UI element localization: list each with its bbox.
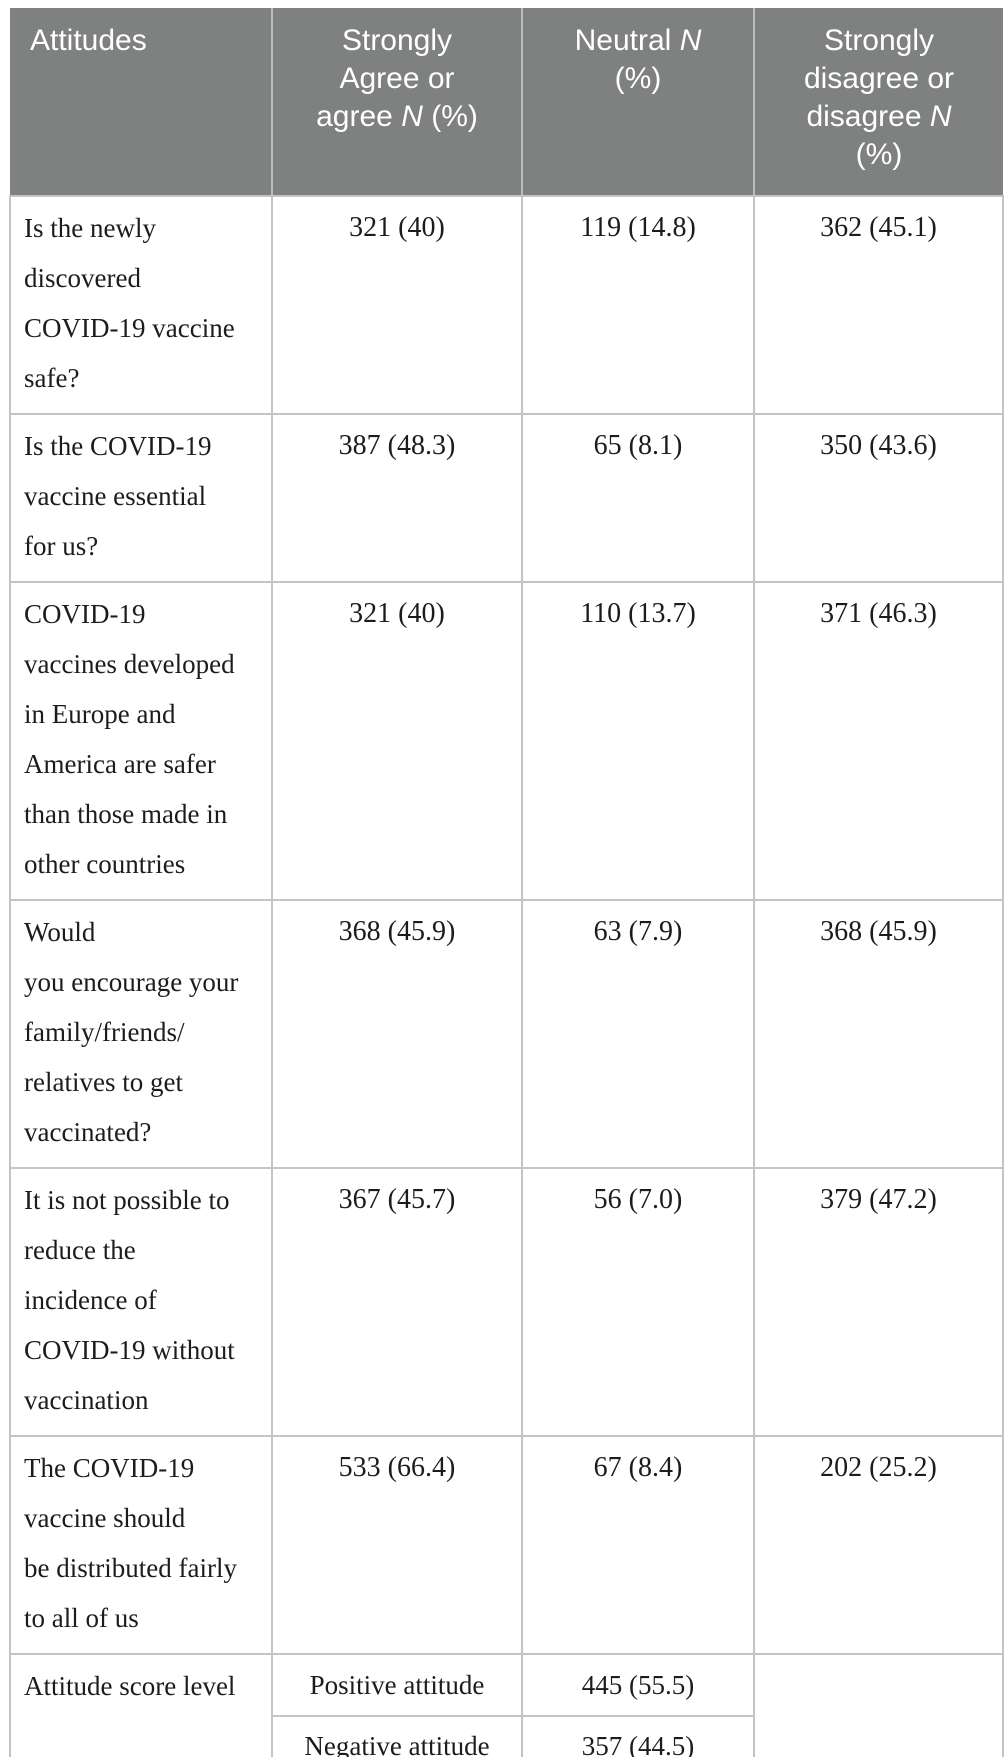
table-row: Is the newly discovered COVID-19 vaccine… xyxy=(9,195,1004,415)
neutral-cell: 67 (8.4) xyxy=(521,1435,755,1655)
question-cell: Would you encourage your family/friends/… xyxy=(9,899,273,1169)
table-row: The COVID-19 vaccine should be distribut… xyxy=(9,1435,1004,1655)
attitudes-table: Attitudes Strongly Agree or agree N (%) … xyxy=(9,8,1004,1757)
question-cell: Is the newly discovered COVID-19 vaccine… xyxy=(9,195,273,415)
score-level-label-cell: Attitude score level xyxy=(9,1653,273,1757)
header-row: Attitudes Strongly Agree or agree N (%) … xyxy=(10,8,1003,196)
disagree-cell: 371 (46.3) xyxy=(753,581,1004,901)
agree-cell: 367 (45.7) xyxy=(271,1167,523,1437)
italic-n: N xyxy=(929,100,952,133)
score-value-cell: 445 (55.5) xyxy=(521,1653,755,1717)
agree-cell: 321 (40) xyxy=(271,581,523,901)
agree-cell: 321 (40) xyxy=(271,195,523,415)
question-cell: Is the COVID-19 vaccine essential for us… xyxy=(9,413,273,583)
table-row: It is not possible to reduce the inciden… xyxy=(9,1167,1004,1437)
header-attitudes: Attitudes xyxy=(10,8,272,196)
disagree-cell: 379 (47.2) xyxy=(753,1167,1004,1437)
italic-n: N xyxy=(401,100,423,133)
question-cell: The COVID-19 vaccine should be distribut… xyxy=(9,1435,273,1655)
agree-cell: 368 (45.9) xyxy=(271,899,523,1169)
score-value-cell: 357 (44.5) xyxy=(521,1715,755,1757)
neutral-cell: 63 (7.9) xyxy=(521,899,755,1169)
header-strongly-agree: Strongly Agree or agree N (%) xyxy=(271,8,522,196)
score-category-cell: Negative attitude xyxy=(271,1715,523,1757)
score-row-positive: Attitude score level Positive attitude 4… xyxy=(9,1653,1004,1757)
neutral-cell: 65 (8.1) xyxy=(521,413,755,583)
italic-n: N xyxy=(679,24,702,57)
agree-cell: 533 (66.4) xyxy=(271,1435,523,1655)
table-row: Is the COVID-19 vaccine essential for us… xyxy=(9,413,1004,583)
empty-cell xyxy=(753,1653,1004,1757)
score-category-cell: Positive attitude xyxy=(271,1653,523,1717)
question-cell: It is not possible to reduce the inciden… xyxy=(9,1167,273,1437)
header-neutral: Neutral N (%) xyxy=(521,8,754,196)
table-row: Would you encourage your family/friends/… xyxy=(9,899,1004,1169)
disagree-cell: 362 (45.1) xyxy=(753,195,1004,415)
header-strongly-disagree: Strongly disagree or disagree N (%) xyxy=(753,8,1003,196)
question-cell: COVID-19 vaccines developed in Europe an… xyxy=(9,581,273,901)
header-attitudes-label: Attitudes xyxy=(30,24,147,57)
score-row-negative: Negative attitude 357 (44.5) xyxy=(10,1715,1003,1757)
neutral-cell: 119 (14.8) xyxy=(521,195,755,415)
agree-cell: 387 (48.3) xyxy=(271,413,523,583)
disagree-cell: 350 (43.6) xyxy=(753,413,1004,583)
disagree-cell: 202 (25.2) xyxy=(753,1435,1004,1655)
neutral-cell: 56 (7.0) xyxy=(521,1167,755,1437)
table-row: COVID-19 vaccines developed in Europe an… xyxy=(9,581,1004,901)
disagree-cell: 368 (45.9) xyxy=(753,899,1004,1169)
neutral-cell: 110 (13.7) xyxy=(521,581,755,901)
